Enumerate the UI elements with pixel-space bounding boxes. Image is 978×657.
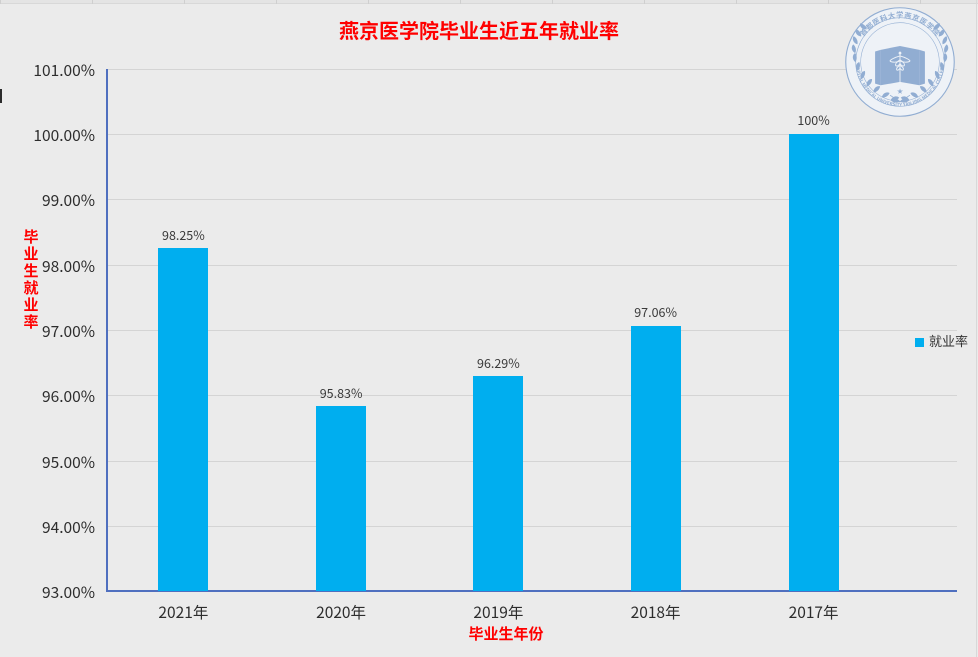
svg-text:★: ★ [897,87,903,96]
